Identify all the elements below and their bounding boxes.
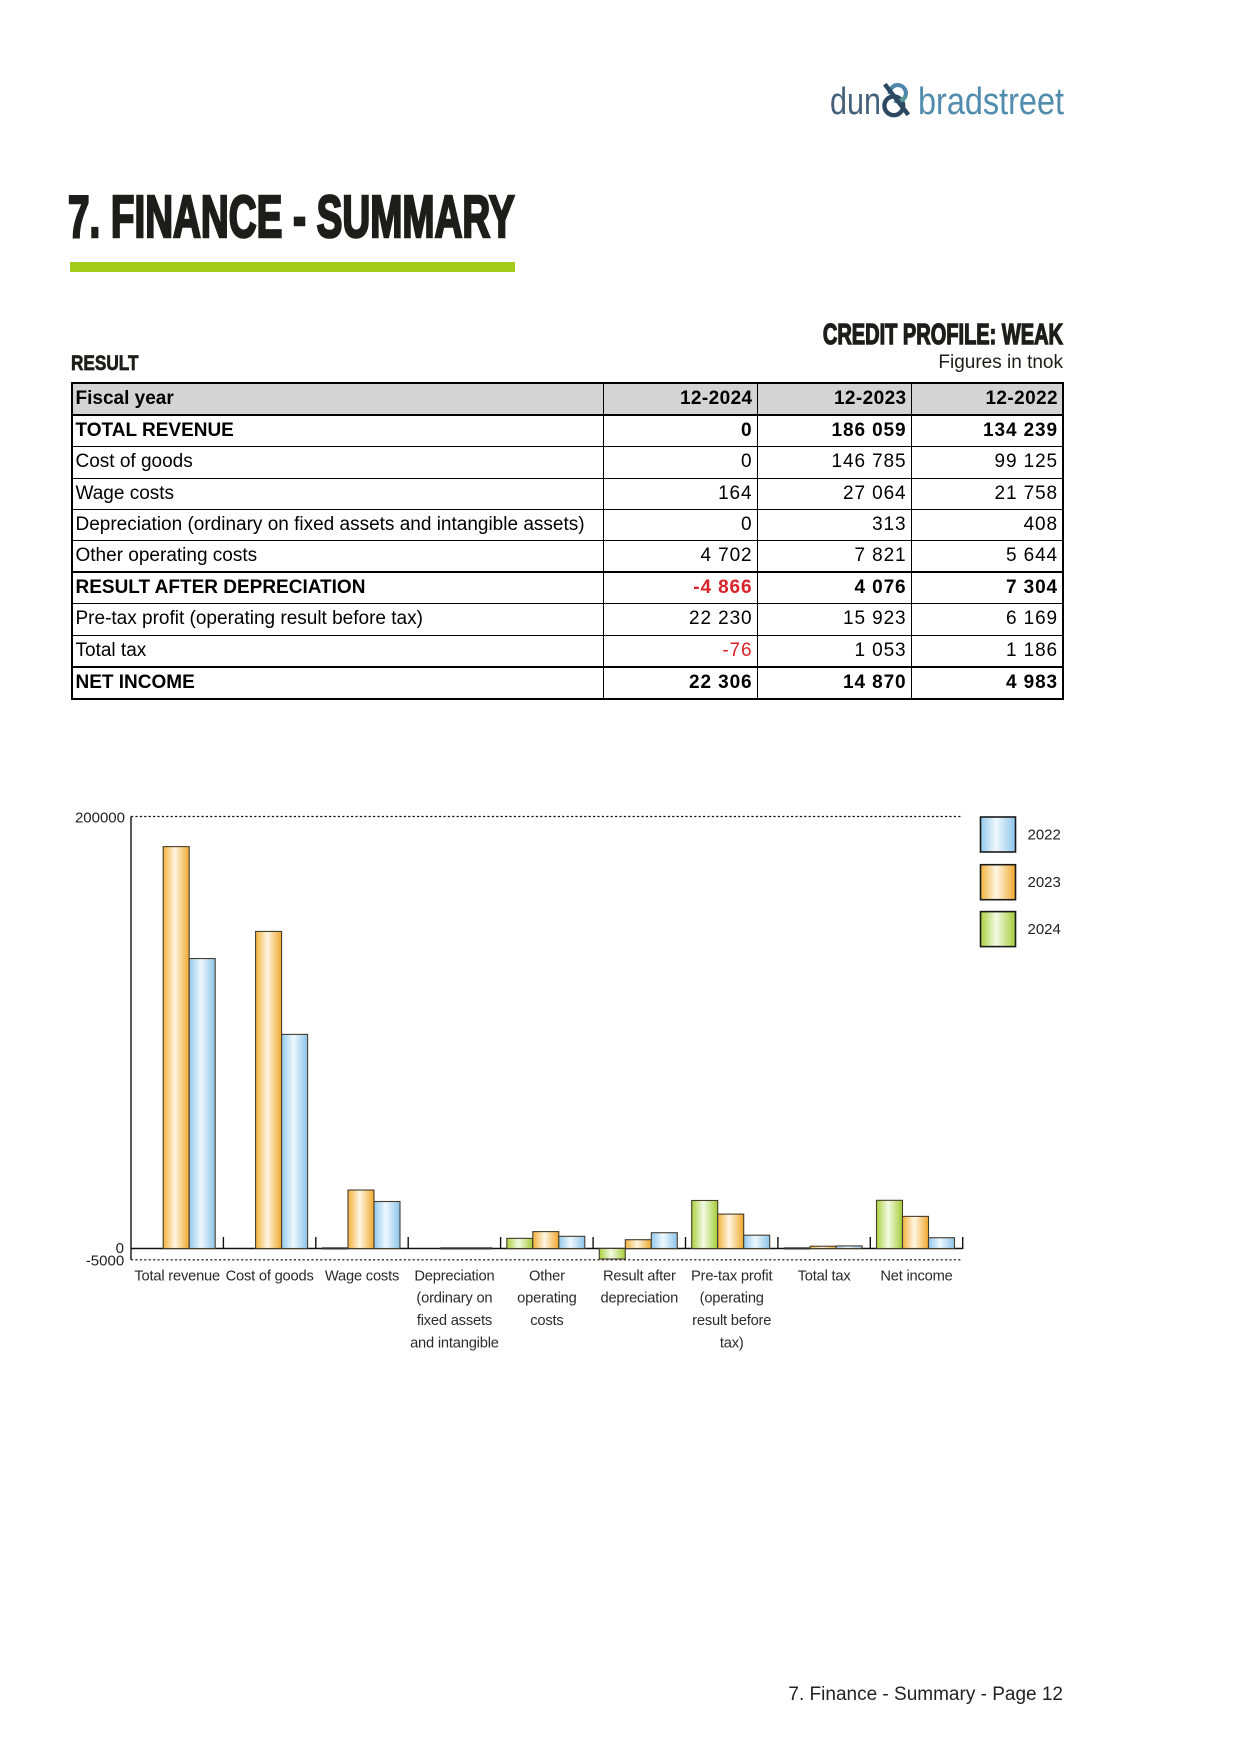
svg-text:fixed assets: fixed assets	[417, 1313, 492, 1329]
svg-text:200000: 200000	[75, 809, 125, 826]
svg-text:costs: costs	[530, 1313, 563, 1329]
svg-text:Other: Other	[529, 1268, 565, 1284]
svg-text:Net income: Net income	[880, 1268, 952, 1284]
svg-text:Cost of goods: Cost of goods	[226, 1268, 314, 1284]
svg-text:result before: result before	[692, 1313, 771, 1329]
svg-text:(operating: (operating	[700, 1291, 764, 1307]
svg-text:dun: dun	[830, 81, 881, 123]
svg-text:bradstreet: bradstreet	[918, 81, 1064, 123]
svg-text:2024: 2024	[1028, 921, 1061, 938]
svg-text:Total tax: Total tax	[798, 1268, 852, 1284]
svg-text:2023: 2023	[1028, 874, 1061, 891]
svg-text:Pre-tax profit: Pre-tax profit	[691, 1268, 772, 1284]
svg-text:Result after: Result after	[603, 1268, 676, 1284]
svg-text:0: 0	[116, 1240, 124, 1257]
svg-text:depreciation: depreciation	[600, 1291, 678, 1307]
svg-text:and intangible: and intangible	[410, 1335, 499, 1351]
svg-text:Total revenue: Total revenue	[134, 1268, 220, 1284]
svg-text:Depreciation: Depreciation	[414, 1268, 494, 1284]
svg-text:(ordinary on: (ordinary on	[416, 1291, 492, 1307]
svg-text:Wage costs: Wage costs	[325, 1268, 399, 1284]
svg-text:-5000: -5000	[86, 1253, 124, 1270]
svg-text:tax): tax)	[720, 1335, 744, 1351]
svg-text:2022: 2022	[1028, 826, 1061, 843]
svg-text:operating: operating	[517, 1291, 576, 1307]
